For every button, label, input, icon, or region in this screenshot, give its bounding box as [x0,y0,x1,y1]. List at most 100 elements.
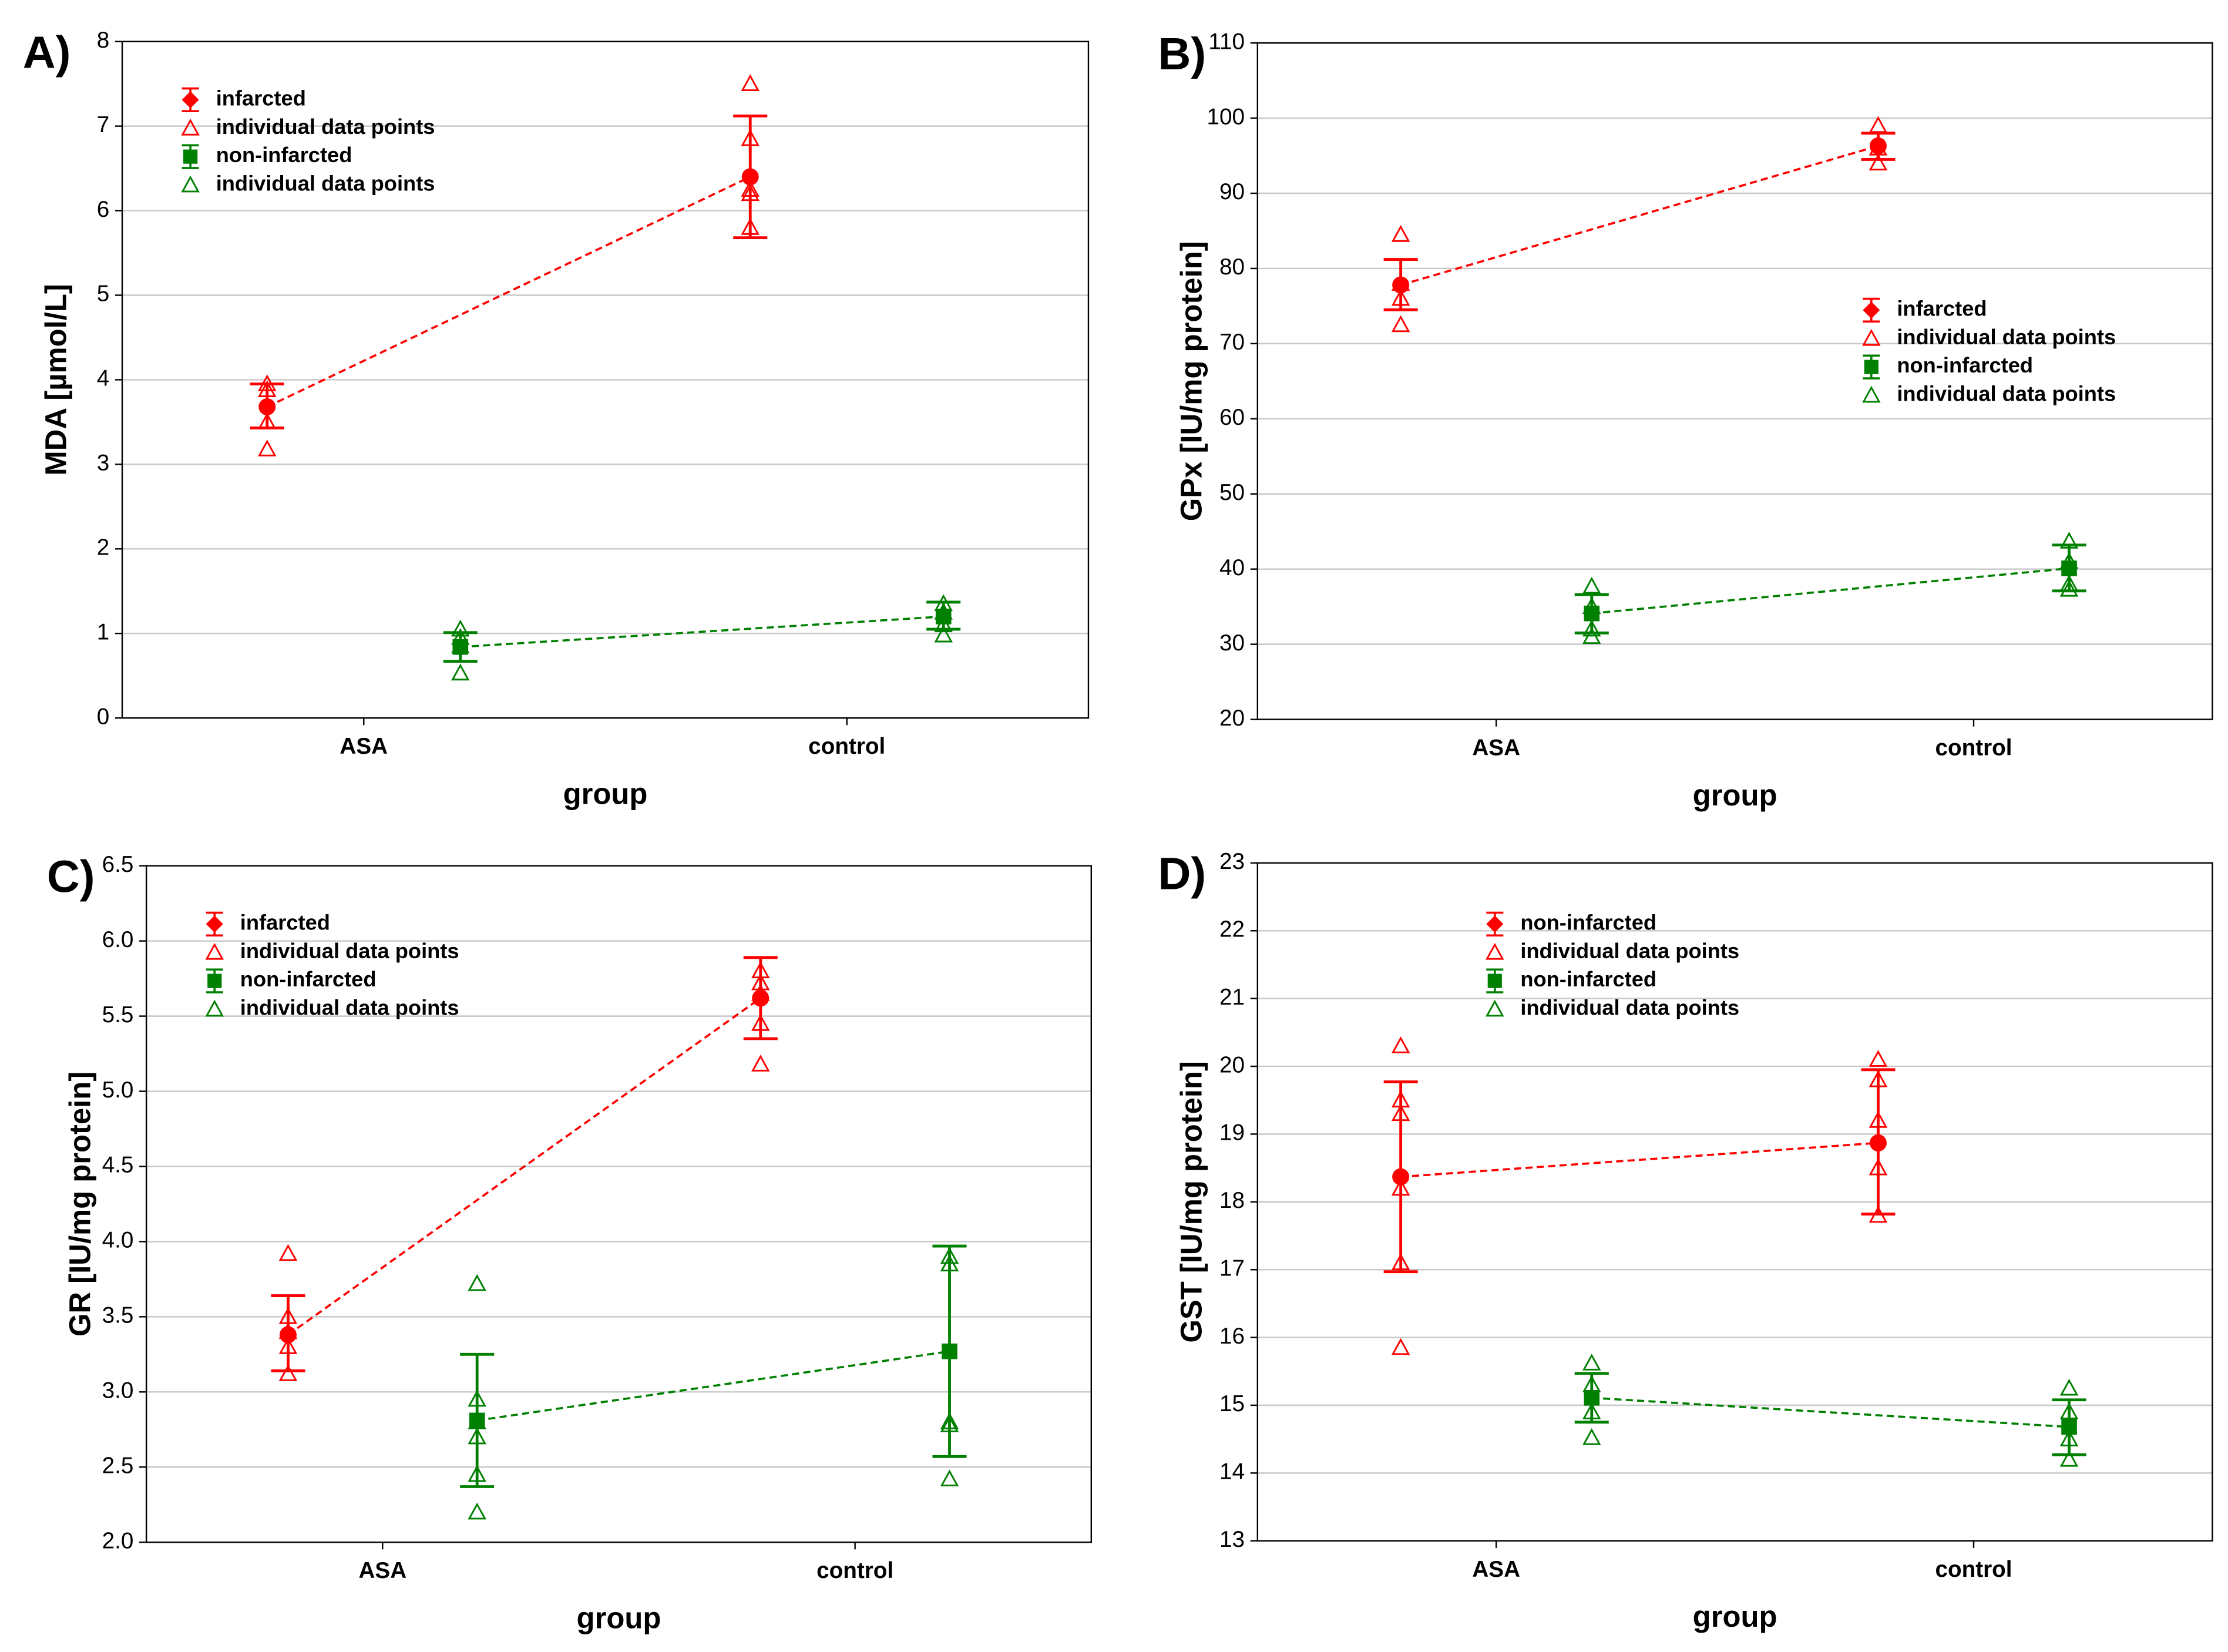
x-axis-label: group [563,777,648,811]
data-point [751,973,770,990]
mean-line [1591,1396,2069,1428]
y-tick-label: 17 [1219,1255,1245,1281]
data-point [1869,1158,1888,1176]
data-point [1391,1253,1410,1271]
y-tick-label: 22 [1219,916,1245,942]
data-point [1582,627,1601,644]
legend-icon [1862,328,1881,346]
legend-label: individual data points [216,172,435,196]
mean-marker [2061,560,2077,576]
mean-marker [942,1343,957,1359]
data-point [741,218,760,235]
data-point [1391,1338,1410,1355]
x-tick-label: ASA [1472,736,1520,761]
data-point [1869,153,1888,171]
data-point [468,1502,486,1520]
data-point [2059,574,2079,592]
data-point [1582,576,1601,594]
legend-icon [206,915,223,933]
y-tick-label: 2.5 [102,1453,134,1478]
y-tick-label: 80 [1219,254,1245,280]
mean-marker [935,609,952,624]
mean-line [1400,145,1878,286]
panel-label: C) [47,851,95,902]
data-point [1391,1178,1410,1196]
legend-icon [1486,999,1504,1017]
mean-marker [1869,137,1887,155]
legend-icon [181,118,200,136]
legend-label: non-infarcted [1520,967,1656,991]
x-axis-label: group [1693,1600,1777,1633]
mean-marker [1584,1389,1600,1406]
y-tick-label: 5.5 [102,1002,134,1028]
legend-icon [205,942,224,960]
x-tick-label: ASA [340,734,388,759]
data-point [468,1465,486,1482]
data-point [1582,1354,1601,1371]
y-tick-label: 4.0 [102,1228,134,1253]
y-tick-label: 6 [97,197,110,222]
mean-marker [469,1412,485,1429]
data-point [1869,116,1888,133]
y-tick-label: 8 [97,28,110,53]
data-point [1391,1104,1410,1122]
data-point [1869,1070,1888,1087]
y-tick-label: 0 [97,704,110,729]
y-tick-label: 1 [97,619,110,644]
y-tick-label: 6.0 [102,927,134,952]
data-point [940,1412,959,1429]
mean-marker [258,398,276,416]
data-point [1582,619,1601,637]
x-tick-label: control [1935,1557,2012,1582]
y-axis-label: GR [IU/mg protein] [63,1072,97,1337]
plot-frame [145,865,1093,1543]
y-tick-label: 30 [1219,630,1245,656]
y-tick-label: 18 [1219,1188,1245,1213]
data-point [258,439,277,456]
legend-label: non-infarcted [240,967,377,991]
y-tick-label: 19 [1219,1120,1245,1146]
legend-label: individual data points [216,115,435,139]
y-tick-label: 5.0 [102,1077,134,1103]
y-tick-label: 3.0 [102,1378,134,1403]
x-tick-label: ASA [358,1558,406,1583]
legend-label: infarcted [240,910,330,934]
mean-line [1400,1141,1878,1178]
panel-label: D) [1158,849,1206,899]
plot-frame [121,41,1090,719]
legend-label: infarcted [1897,296,1987,320]
y-tick-label: 13 [1219,1527,1245,1552]
y-axis-label: GPx [IU/mg protein] [1174,241,1208,521]
y-tick-label: 110 [1208,29,1245,54]
data-point [258,412,277,429]
mean-line [287,997,761,1336]
legend-label: non-infarcted [1897,353,2033,377]
data-point [1391,225,1410,242]
x-tick-label: control [816,1558,893,1583]
data-point [2059,1449,2079,1467]
legend-label: individual data points [1897,382,2116,406]
legend-icon [1864,360,1878,374]
legend-label: non-infarcted [216,143,352,167]
legend-icon [183,149,198,164]
y-axis-label: GST [IU/mg protein] [1174,1061,1208,1343]
mean-line [266,176,751,408]
legend-label: infarcted [216,86,306,110]
legend-label: individual data points [240,939,459,963]
y-tick-label: 4 [97,366,110,391]
y-tick-label: 7 [97,112,110,137]
data-point [468,1389,486,1407]
data-point [1582,1428,1601,1445]
y-tick-label: 16 [1219,1324,1245,1349]
y-tick-label: 3.5 [102,1303,134,1328]
y-axis-label: MDA [µmol/L] [39,284,73,475]
y-tick-label: 21 [1219,985,1245,1010]
y-tick-label: 2.0 [102,1528,134,1553]
data-point [940,1254,959,1272]
y-tick-label: 70 [1219,330,1245,355]
plot-frame [1256,862,2213,1542]
legend-label: individual data points [1520,996,1739,1020]
y-tick-label: 15 [1219,1391,1245,1416]
mean-marker [752,989,769,1007]
